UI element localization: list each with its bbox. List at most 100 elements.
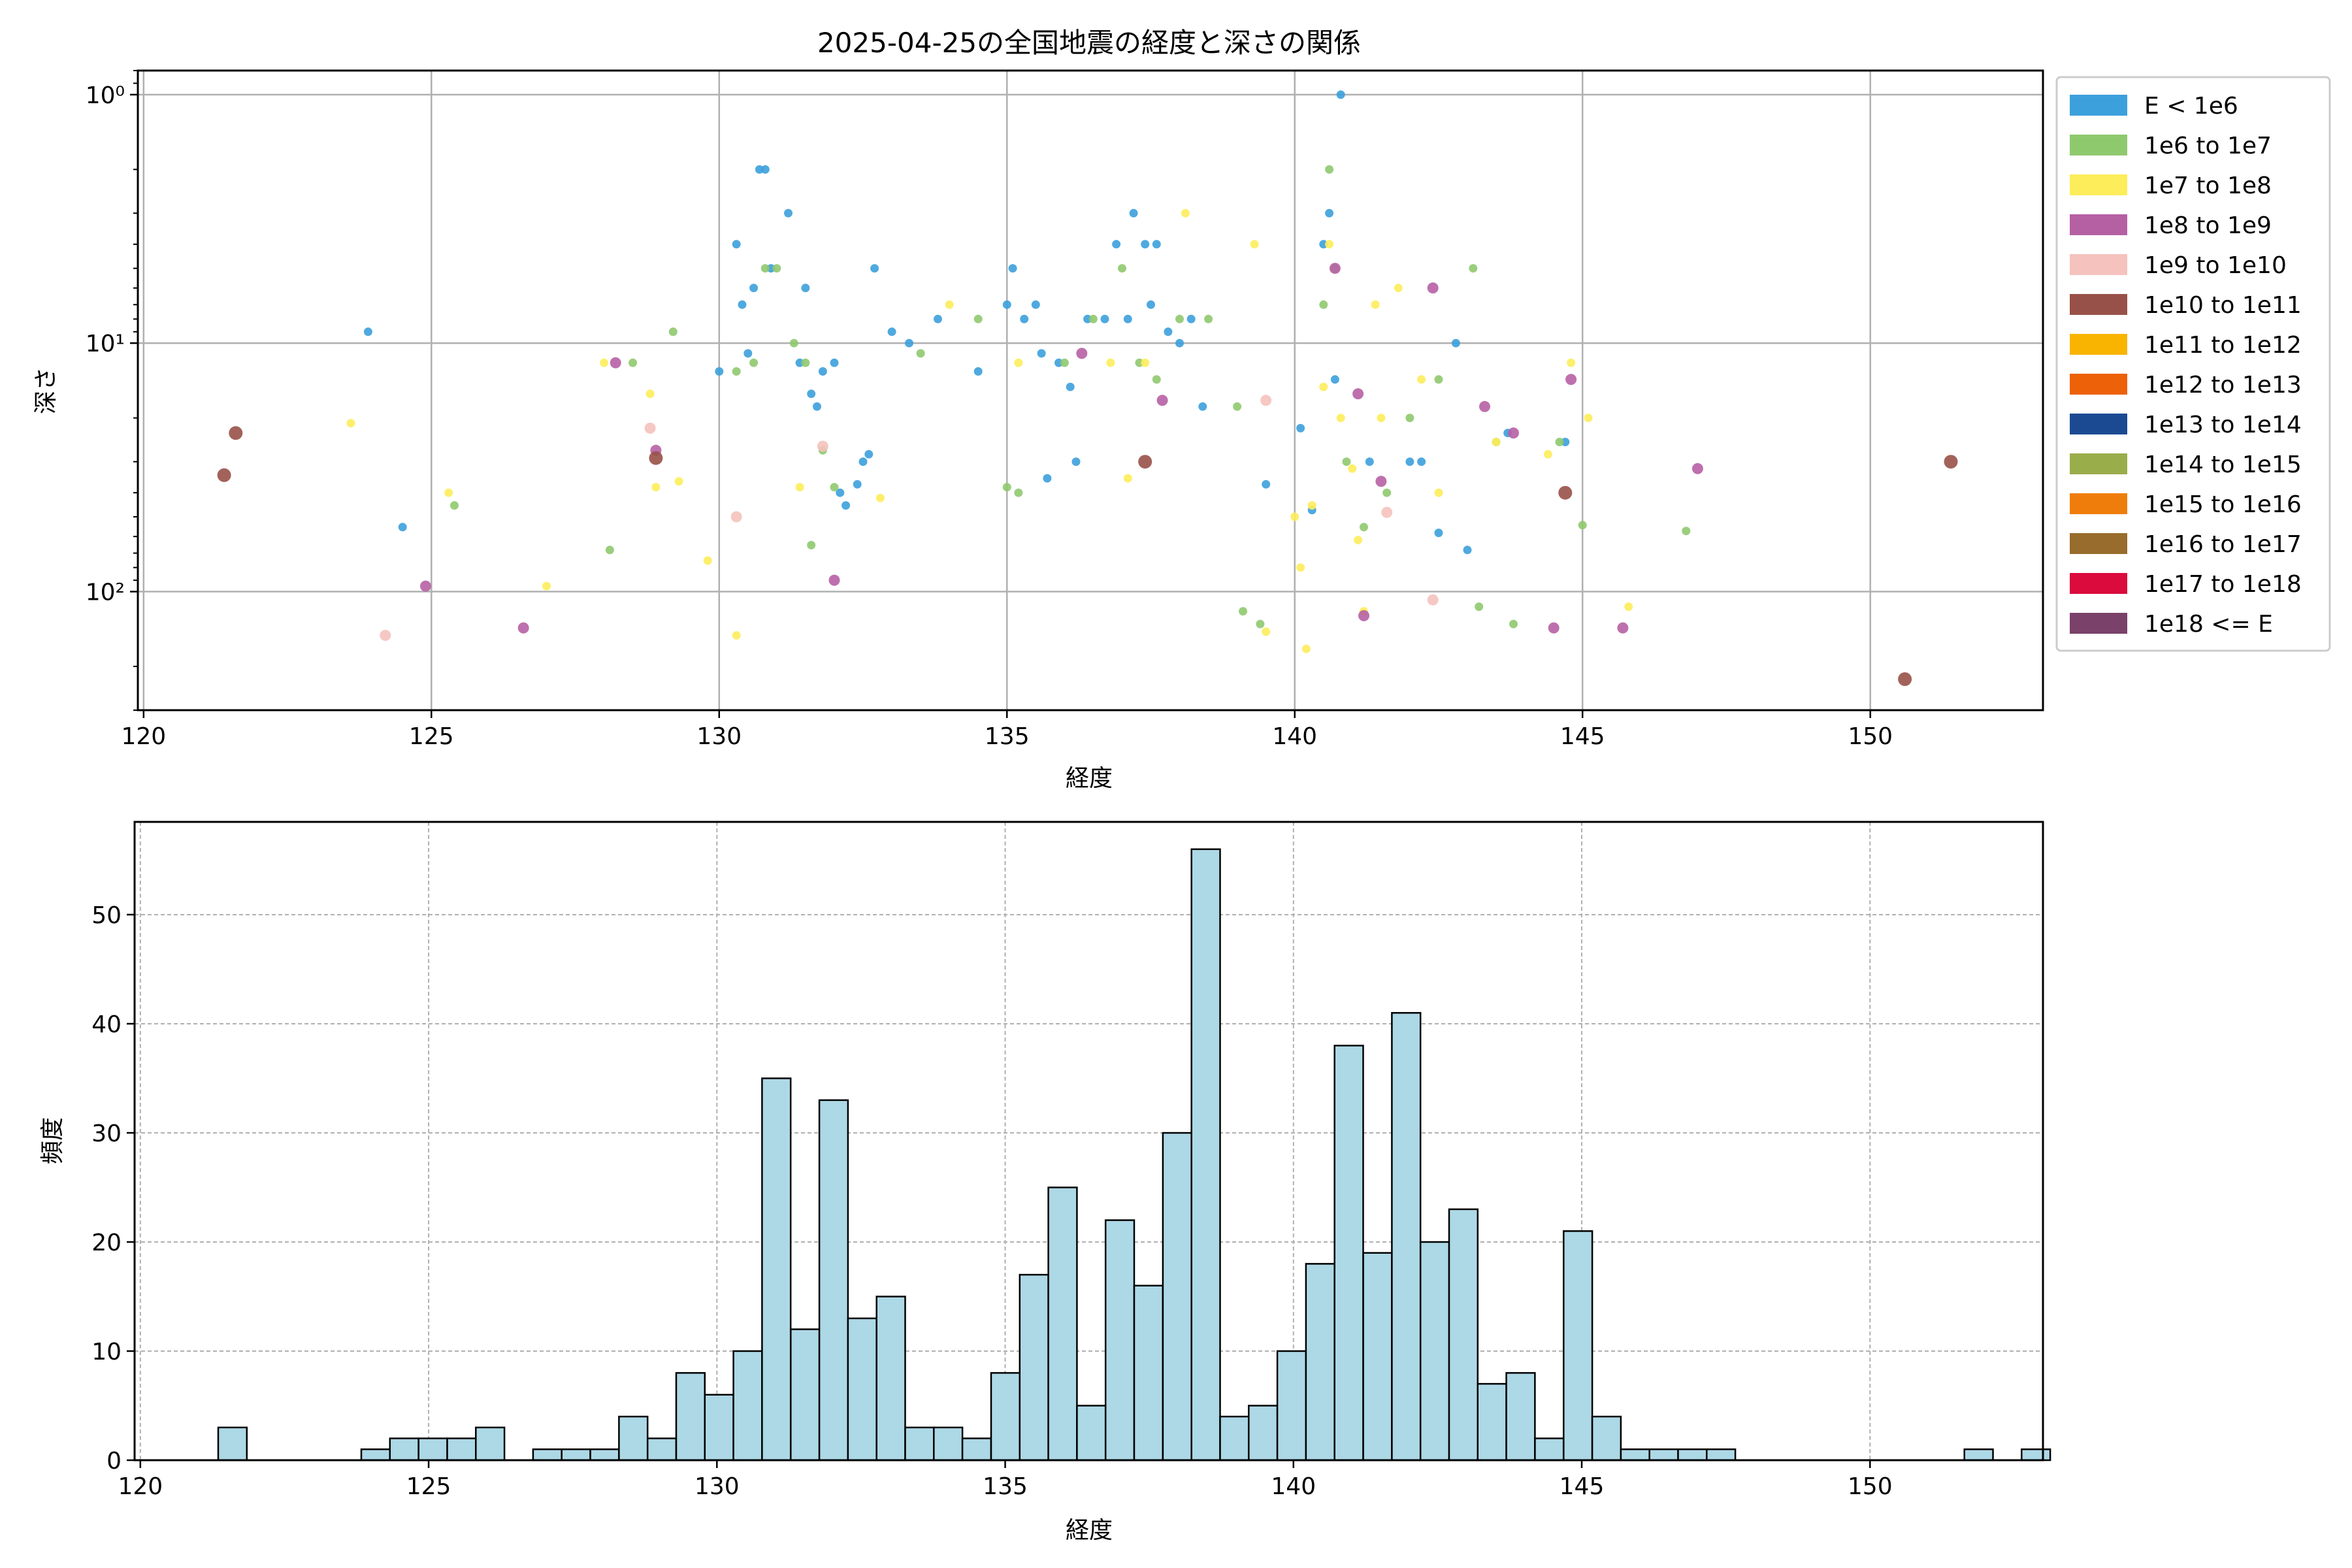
histogram-bar <box>1276 1350 1307 1462</box>
scatter-point <box>1250 240 1259 249</box>
scatter-point <box>1014 358 1023 367</box>
scatter-y-ticks: 10⁰ 10¹ 10² <box>86 70 138 711</box>
histogram-bar <box>1534 1437 1565 1462</box>
scatter-point <box>1358 610 1369 621</box>
scatter-point <box>1365 457 1374 466</box>
histogram-bar <box>1047 1186 1078 1462</box>
scatter-point <box>853 480 862 489</box>
scatter-point <box>732 240 741 249</box>
scatter-point <box>1037 349 1046 358</box>
scatter-point <box>830 483 839 492</box>
histogram-bar <box>961 1437 992 1462</box>
scatter-point <box>875 493 885 502</box>
histogram-bar <box>1019 1273 1049 1462</box>
scatter-point <box>1112 240 1121 249</box>
scatter-point <box>1325 208 1334 218</box>
histogram-x-axis-label: 経度 <box>1066 1517 1113 1544</box>
histogram-bar <box>1104 1219 1135 1462</box>
histogram-bar <box>1133 1284 1164 1462</box>
scatter-point <box>217 468 231 482</box>
scatter-point <box>1381 506 1393 518</box>
scatter-point <box>830 358 839 367</box>
scatter-point <box>1558 485 1573 500</box>
scatter-point <box>644 422 656 434</box>
legend-box <box>2055 76 2331 652</box>
scatter-point <box>870 264 879 273</box>
histogram-x-tick-label: 140 <box>1271 1473 1316 1500</box>
histogram-bar <box>847 1317 877 1462</box>
histogram-bar <box>990 1372 1021 1462</box>
scatter-point <box>818 367 827 376</box>
scatter-point <box>1479 400 1490 412</box>
legend-label: 1e11 to 1e12 <box>2144 332 2302 359</box>
scatter-point <box>649 451 663 465</box>
scatter-point <box>1434 375 1443 384</box>
scatter-point <box>749 358 759 367</box>
histogram-y-tick-label: 20 <box>91 1230 122 1256</box>
scatter-y-axis-label: 深さ <box>33 367 59 414</box>
scatter-point <box>1301 644 1311 653</box>
scatter-point <box>1336 90 1345 99</box>
scatter-point <box>1548 622 1560 634</box>
histogram-x-tick-label: 150 <box>1848 1473 1893 1500</box>
scatter-point <box>1118 264 1126 273</box>
legend-label: 1e7 to 1e8 <box>2144 172 2272 199</box>
legend: E < 1e6 1e6 to 1e7 1e7 to 1e8 1e8 to 1e9 1e9… <box>2055 76 2331 652</box>
scatter-point <box>651 483 661 492</box>
scatter-point <box>1152 375 1161 384</box>
histogram-bar <box>1648 1448 1679 1462</box>
legend-swatch <box>2070 334 2127 355</box>
legend-swatch <box>2070 174 2127 195</box>
scatter-point <box>645 389 655 399</box>
scatter-point <box>1319 382 1328 391</box>
scatter-point <box>1008 264 1017 273</box>
scatter-point <box>1031 300 1040 309</box>
scatter-point <box>1106 358 1115 367</box>
scatter-point <box>807 540 816 549</box>
scatter-point <box>738 300 747 309</box>
scatter-point <box>836 488 845 497</box>
scatter-point <box>420 580 431 592</box>
scatter-point <box>916 349 925 358</box>
histogram-y-ticks: 0 10 20 30 40 50 <box>91 902 135 1475</box>
histogram-bar <box>1677 1448 1708 1462</box>
legend-swatch <box>2070 613 2127 634</box>
scatter-point <box>749 284 759 293</box>
histogram-x-tick-label: 135 <box>983 1473 1028 1500</box>
legend-label: 1e6 to 1e7 <box>2144 133 2272 159</box>
scatter-point <box>1198 402 1207 411</box>
scatter-point <box>1330 375 1339 384</box>
histogram-y-tick-label: 0 <box>106 1448 122 1475</box>
scatter-y-tick-label: 10² <box>86 580 125 606</box>
histogram-bar <box>446 1437 477 1462</box>
histogram-bar <box>1190 848 1221 1462</box>
histogram-bar <box>360 1448 391 1462</box>
histogram-bar <box>1305 1263 1335 1462</box>
scatter-point <box>542 581 551 591</box>
scatter-point <box>1492 438 1501 446</box>
histogram-y-tick-label: 10 <box>91 1339 122 1365</box>
scatter-point <box>1071 457 1081 466</box>
scatter-point <box>1054 358 1063 367</box>
scatter-point <box>1463 546 1472 555</box>
scatter-point <box>715 367 724 376</box>
scatter-point <box>732 367 741 376</box>
histogram-bar <box>904 1426 935 1462</box>
scatter-point <box>1354 536 1363 545</box>
scatter-point <box>945 300 954 309</box>
scatter-points <box>217 90 1958 686</box>
histogram-bar <box>1505 1372 1536 1462</box>
scatter-point <box>1088 314 1098 323</box>
scatter-point <box>1405 414 1414 423</box>
scatter-point <box>600 358 609 367</box>
scatter-point <box>1325 240 1334 249</box>
scatter-point <box>1336 414 1345 423</box>
histogram-x-tick-label: 125 <box>406 1473 451 1500</box>
scatter-point <box>760 165 770 174</box>
scatter-point <box>1417 375 1426 384</box>
scatter-point <box>1156 395 1168 406</box>
scatter-point <box>1186 314 1196 323</box>
legend-swatch <box>2070 254 2127 275</box>
scatter-point <box>398 523 407 532</box>
scatter-point <box>703 556 712 565</box>
